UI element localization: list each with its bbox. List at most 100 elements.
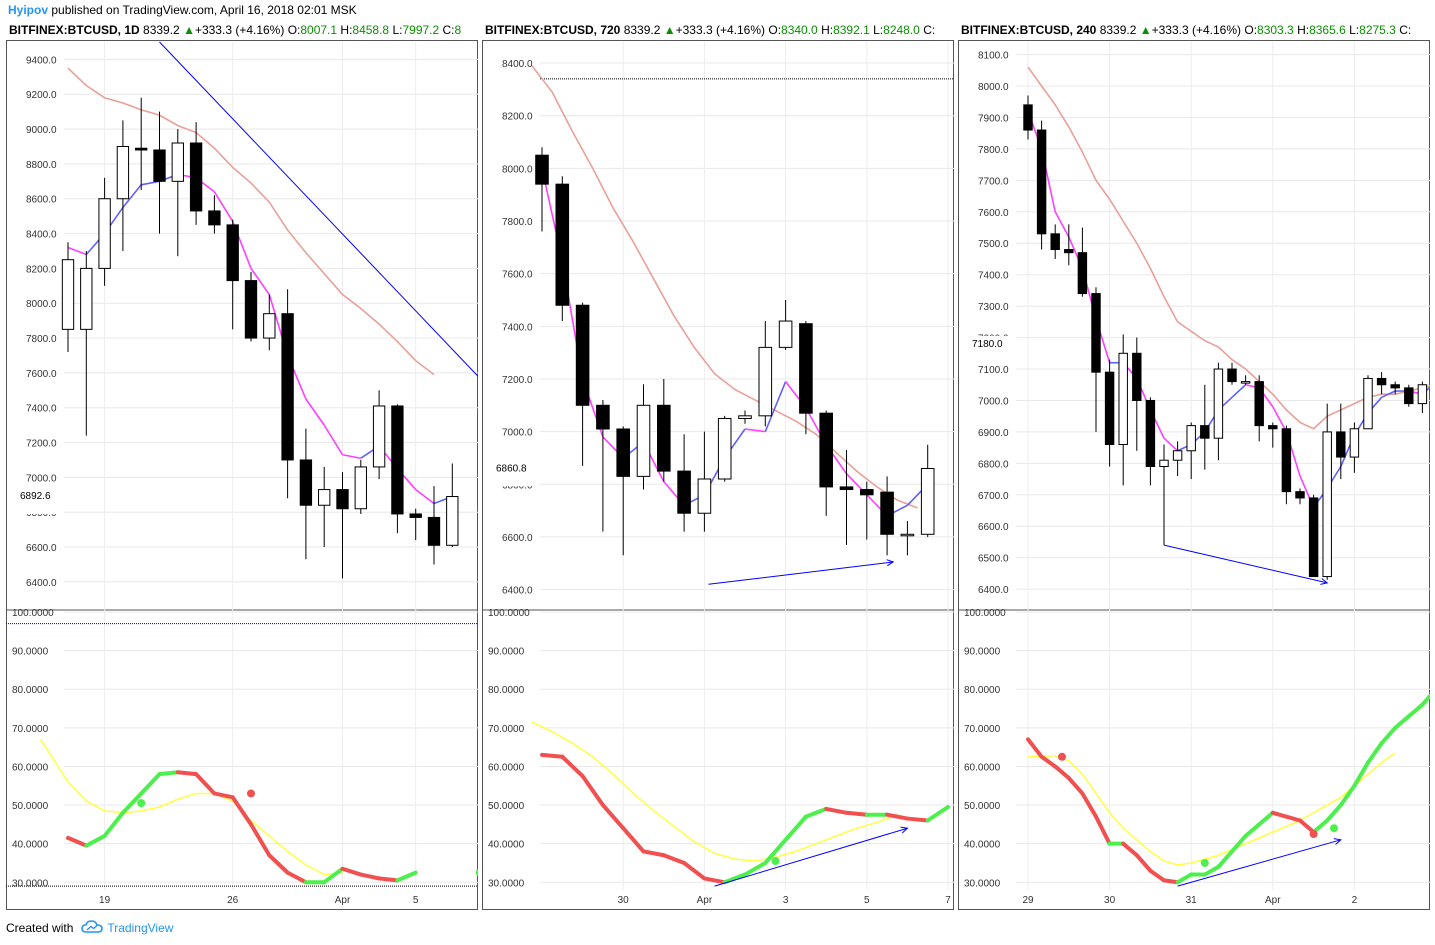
chart-svg: BITFINEX:BTCUSD, 240 8339.2 ▲+333.3 (+4.… — [958, 23, 1430, 910]
time-tick-label: 7 — [945, 895, 951, 906]
price-trendline — [159, 41, 478, 377]
candle — [208, 195, 221, 234]
time-tick-label: Apr — [335, 895, 351, 906]
price-tick-label: 8800.0 — [26, 160, 57, 171]
candle — [1023, 95, 1033, 140]
osc-main-segment — [84, 833, 107, 848]
candle — [116, 120, 130, 251]
osc-main-segment — [1175, 872, 1194, 885]
candle — [677, 434, 691, 532]
candle-body — [1308, 497, 1319, 578]
osc-tick-label: 100.0000 — [488, 608, 530, 619]
chart-legend: BITFINEX:BTCUSD, 240 8339.2 ▲+333.3 (+4.… — [961, 23, 1411, 37]
time-tick-label: 30 — [618, 895, 630, 906]
sma-fast-segment — [342, 453, 361, 460]
osc-main-segment — [641, 849, 666, 858]
candle-body — [427, 516, 441, 546]
osc-tick-label: 80.0000 — [12, 685, 49, 696]
price-tick-label: 6800.0 — [978, 459, 1009, 470]
candle — [1336, 403, 1346, 480]
candle — [1349, 422, 1360, 473]
time-tick-label: 19 — [99, 895, 111, 906]
sma-fast-segment — [1231, 384, 1247, 398]
candle — [1281, 425, 1292, 505]
price-tick-label: 7200.0 — [502, 375, 533, 386]
price-tick-label: 7300.0 — [978, 302, 1009, 313]
candle-body — [80, 267, 93, 330]
author-link[interactable]: Hyipov — [8, 3, 49, 17]
time-tick-label: 2 — [1352, 895, 1358, 906]
candle — [281, 289, 294, 499]
legend-change: +333.3 (+4.16%) — [676, 23, 769, 37]
candle-body — [1363, 377, 1373, 430]
candle-body — [116, 145, 130, 200]
candle-body — [153, 149, 166, 182]
osc-main-segment — [580, 774, 605, 808]
legend-ohlc-label: L: — [873, 23, 883, 37]
osc-signal-line — [531, 721, 898, 862]
tradingview-cloud-icon — [81, 919, 104, 937]
osc-main-segment — [803, 806, 829, 819]
osc-cross-dot — [1309, 830, 1318, 839]
price-tick-label: 7400.0 — [978, 271, 1009, 282]
legend-ohlc-value: 8275.3 — [1359, 23, 1399, 37]
legend-ohlc-label: C: — [443, 23, 455, 37]
tradingview-link[interactable]: TradingView — [107, 921, 174, 935]
osc-main-segment — [763, 837, 788, 865]
candle-body — [596, 404, 610, 430]
legend-ohlc-value: 8340.0 — [781, 23, 821, 37]
candle — [1132, 337, 1142, 451]
candle — [920, 444, 935, 537]
price-label: 7180.0 — [972, 339, 1003, 350]
chart-panel-1d[interactable]: BITFINEX:BTCUSD, 1D 8339.2 ▲+333.3 (+4.1… — [6, 20, 478, 910]
candle-body — [1050, 233, 1060, 251]
candle — [636, 384, 651, 490]
osc-main-segment — [340, 866, 363, 877]
sma-fast-segment — [1054, 211, 1070, 238]
candle — [697, 431, 712, 532]
osc-main-segment — [1053, 764, 1071, 781]
candle — [717, 415, 732, 482]
candle-body — [1159, 459, 1169, 468]
candle-body — [61, 259, 75, 330]
price-tick-label: 9000.0 — [26, 125, 57, 136]
candle — [1145, 397, 1156, 486]
osc-tick-label: 40.0000 — [12, 840, 49, 851]
chart-panel-240[interactable]: BITFINEX:BTCUSD, 240 8339.2 ▲+333.3 (+4.… — [958, 20, 1430, 910]
candle-body — [1390, 384, 1400, 389]
osc-main-segment — [1298, 818, 1316, 835]
osc-main-segment — [885, 812, 910, 821]
osc-tick-label: 70.0000 — [12, 724, 49, 735]
time-tick-label: 29 — [1022, 895, 1034, 906]
legend-ohlc-label: L: — [1349, 23, 1359, 37]
osc-main-segment — [743, 860, 768, 877]
candle-body — [636, 404, 651, 477]
candle — [1200, 384, 1210, 470]
candle-body — [1227, 368, 1237, 383]
osc-tick-label: 100.0000 — [12, 608, 54, 619]
osc-tick-label: 40.0000 — [488, 840, 525, 851]
candle — [98, 177, 111, 286]
osc-tick-label: 90.0000 — [964, 647, 1001, 658]
osc-main-segment — [1406, 702, 1425, 719]
candle-body — [1322, 431, 1332, 578]
osc-main-segment — [722, 872, 747, 885]
legend-ohlc-label: O: — [1244, 23, 1257, 37]
candle-body — [208, 210, 221, 226]
osc-cross-dot — [1058, 752, 1066, 761]
candle-body — [555, 183, 570, 306]
candle — [135, 97, 148, 191]
candle — [1104, 359, 1115, 467]
chart-panel-720[interactable]: BITFINEX:BTCUSD, 720 8339.2 ▲+333.3 (+4.… — [482, 20, 954, 910]
price-tick-label: 7800.0 — [26, 334, 57, 345]
candle — [1240, 375, 1251, 385]
candle-body — [799, 323, 813, 414]
candle-body — [1254, 381, 1264, 427]
candle-body — [189, 142, 203, 212]
candle — [758, 321, 773, 427]
candle — [575, 302, 590, 466]
osc-main-segment — [175, 770, 199, 777]
candle-body — [1186, 425, 1196, 452]
legend-symbol: BITFINEX:BTCUSD, 240 — [961, 23, 1100, 37]
price-tick-label: 7800.0 — [502, 217, 533, 228]
